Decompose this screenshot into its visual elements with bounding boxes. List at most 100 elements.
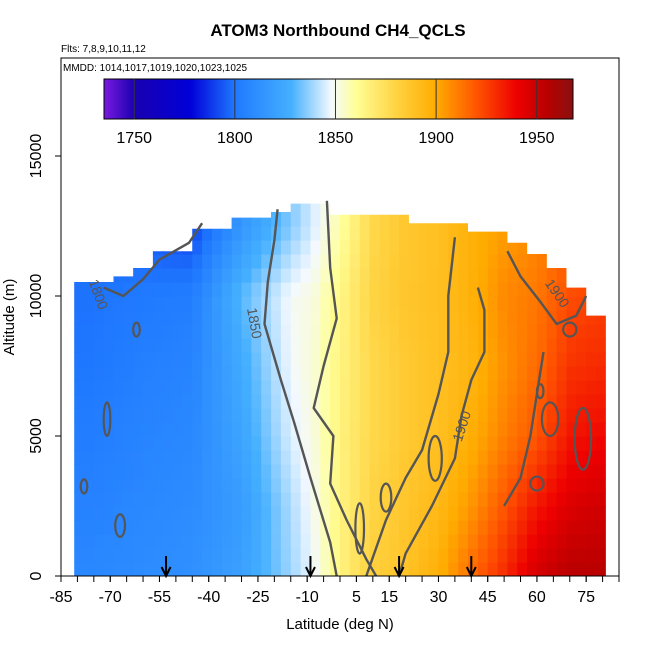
heatmap-cell [271,548,282,563]
heatmap-cell [241,366,252,381]
heatmap-cell [103,310,115,325]
heatmap-cell [271,506,282,521]
heatmap-cell [113,436,124,451]
heatmap-cell [596,492,606,507]
heatmap-cell [389,380,400,395]
heatmap-cell [84,436,95,451]
heatmap-cell [103,268,115,283]
heatmap-cell [497,492,508,507]
heatmap-cell [418,324,430,339]
heatmap-cell [586,450,597,465]
heatmap-cell [477,366,489,381]
heatmap-cell [192,450,203,465]
heatmap-cell [320,226,331,241]
heatmap-cell [507,478,518,493]
heatmap-cell [596,506,606,521]
heatmap-cell [369,408,380,423]
heatmap-cell [546,562,558,576]
x-axis: -85 -70 -55 -40 -25 -10 5 15 30 45 60 75 [49,575,620,606]
heatmap-cell [369,506,380,521]
heatmap-cell [74,282,85,297]
heatmap-cell [212,436,223,451]
heatmap-cell [408,282,420,297]
heatmap-cell [556,338,567,353]
heatmap-cell [182,324,193,339]
heatmap-cell [340,203,351,213]
heatmap-cell [428,366,439,381]
heatmap-cell [172,338,183,353]
heatmap-cell [448,310,459,325]
heatmap-cell [507,534,518,549]
heatmap-cell [586,492,597,507]
heatmap-cell [418,534,430,549]
heatmap-cell [221,548,233,563]
heatmap-cell [152,240,164,255]
heatmap-cell [349,380,361,395]
heatmap-cell [271,520,282,535]
heatmap-cell [202,254,213,269]
heatmap-cell [556,548,567,563]
heatmap-cell [418,254,430,269]
heatmap-cell [152,506,164,521]
heatmap-cell [133,226,144,241]
heatmap-cell [546,380,558,395]
heatmap-cell [438,492,449,507]
heatmap-cell [359,534,371,549]
heatmap-cell [487,450,499,465]
heatmap-cell [379,203,390,213]
heatmap-cell [310,338,321,353]
heatmap-cell [231,296,243,311]
heatmap-cell [241,324,252,339]
heatmap-cell [566,408,577,423]
heatmap-cell [143,408,154,423]
heatmap-cell [556,212,567,227]
heatmap-cell [418,394,430,409]
heatmap-cell [143,520,154,535]
heatmap-cell [280,296,292,311]
heatmap-cell [231,268,243,283]
heatmap-cell [428,464,439,479]
heatmap-cell [507,352,518,367]
heatmap-cell [192,310,203,325]
heatmap-cell [84,310,95,325]
heatmap-cell [271,450,282,465]
heatmap-cell [359,203,371,213]
heatmap-cell [497,352,508,367]
heatmap-cell [527,394,538,409]
heatmap-cell [369,520,380,535]
heatmap-cell [556,203,567,213]
heatmap-cell [172,324,183,339]
heatmap-cell [527,380,538,395]
heatmap-cell [497,394,508,409]
heatmap-cell [172,394,183,409]
heatmap-cell [251,478,262,493]
heatmap-cell [438,422,449,437]
heatmap-cell [84,520,95,535]
heatmap-cell [507,282,518,297]
heatmap-cell [468,464,479,479]
heatmap-cell [300,268,311,283]
heatmap-cell [320,212,331,227]
heatmap-cell [113,310,124,325]
heatmap-cell [458,478,469,493]
heatmap-cell [497,562,508,576]
heatmap-cell [586,352,597,367]
heatmap-cell [330,394,341,409]
heatmap-cell [271,422,282,437]
heatmap-cell [349,324,361,339]
heatmap-cell [152,436,164,451]
heatmap-cell [182,240,193,255]
heatmap-cell [458,324,469,339]
heatmap-cell [359,464,371,479]
heatmap-cell [448,203,459,213]
x-tick-label: 30 [430,589,448,606]
heatmap-cell [379,366,390,381]
heatmap-cell [349,296,361,311]
heatmap-cell [280,268,292,283]
heatmap-cell [320,548,331,563]
heatmap-cell [438,548,449,563]
heatmap-cell [172,520,183,535]
heatmap-cell [477,226,489,241]
heatmap-cell [596,394,606,409]
heatmap-cell [261,534,272,549]
